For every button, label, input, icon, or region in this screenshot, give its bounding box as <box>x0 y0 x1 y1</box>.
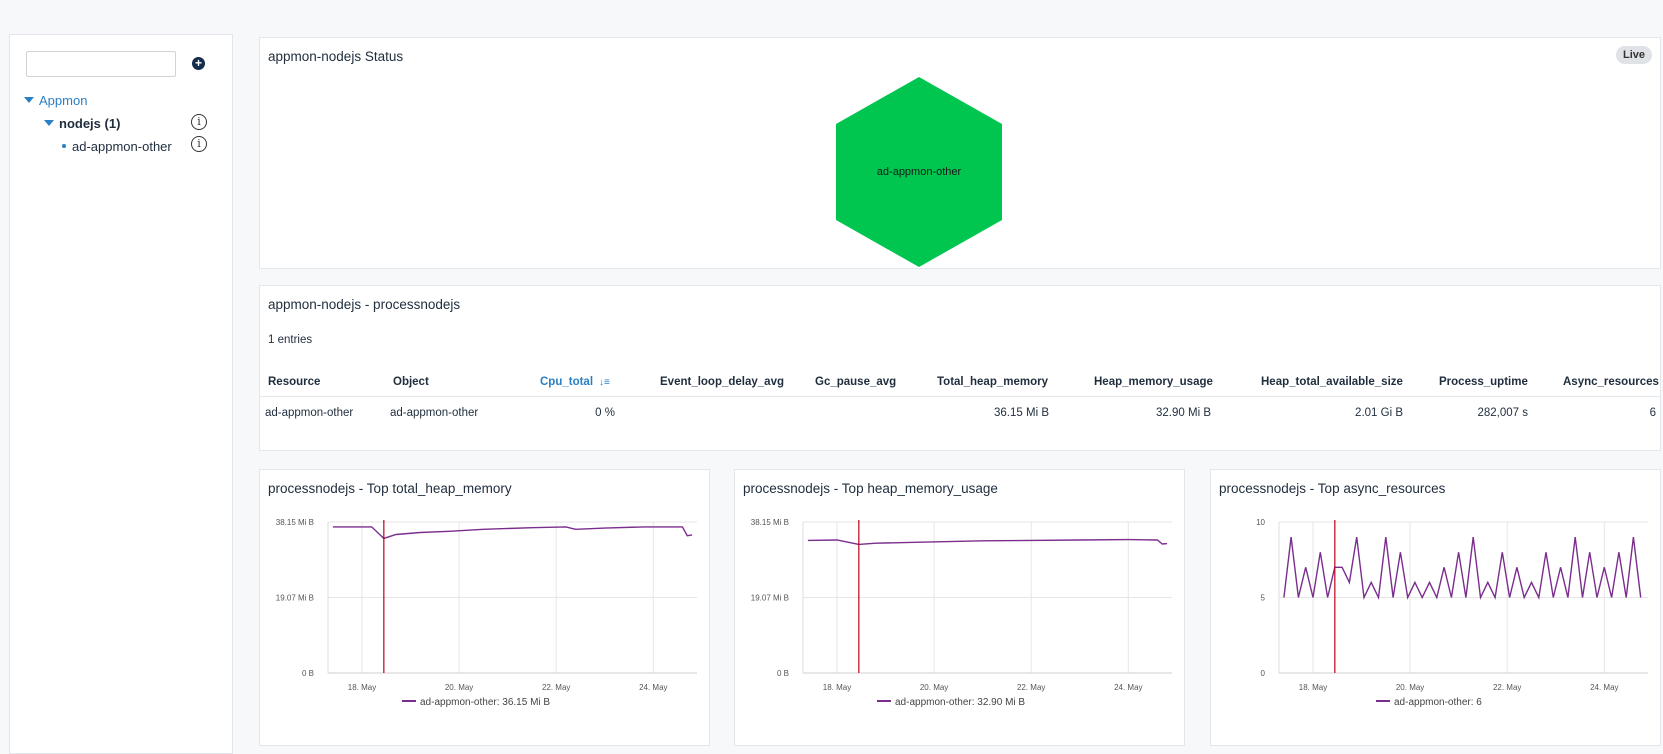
tree-item-label: nodejs (1) <box>59 116 121 131</box>
chart-title: processnodejs - Top total_heap_memory <box>268 481 512 496</box>
hexagon-label: ad-appmon-other <box>877 166 962 178</box>
chart-async-resources[interactable]: 10 5 0 18. May 20. May 22. May 24. May <box>1211 470 1662 747</box>
chart-panel-heap-memory-usage: processnodejs - Top heap_memory_usage 38… <box>734 469 1185 746</box>
column-header-gc-pause-avg[interactable]: Gc_pause_avg <box>815 376 897 388</box>
status-hexagon[interactable]: ad-appmon-other <box>836 77 1002 267</box>
table-cell-process-uptime: 282,007 s <box>1477 407 1528 419</box>
add-icon[interactable]: + <box>192 57 205 70</box>
table-cell-cpu-total: 0 % <box>595 407 615 419</box>
status-panel: appmon-nodejs Status Live ad-appmon-othe… <box>259 37 1661 269</box>
search-input[interactable] <box>26 51 176 77</box>
legend-swatch <box>402 700 416 702</box>
y-tick-label: 0 B <box>777 669 789 678</box>
column-header-event-loop-delay-avg[interactable]: Event_loop_delay_avg <box>660 376 784 388</box>
info-icon[interactable]: i <box>191 114 207 130</box>
x-tick-label: 18. May <box>348 683 376 692</box>
bullet-icon <box>62 144 66 148</box>
series-line[interactable] <box>1283 536 1642 600</box>
x-tick-label: 22. May <box>1017 683 1045 692</box>
chart-title: processnodejs - Top heap_memory_usage <box>743 481 998 496</box>
y-tick-label: 38.15 Mi B <box>276 518 314 527</box>
column-header-heap-total-available-size[interactable]: Heap_total_available_size <box>1261 376 1403 388</box>
y-tick-label: 38.15 Mi B <box>751 518 789 527</box>
legend-swatch <box>877 700 891 702</box>
series-line[interactable] <box>332 526 693 540</box>
live-badge[interactable]: Live <box>1615 46 1652 64</box>
x-tick-label: 24. May <box>1114 683 1142 692</box>
table-cell-resource[interactable]: ad-appmon-other <box>265 407 354 419</box>
x-tick-label: 20. May <box>445 683 473 692</box>
y-tick-label: 10 <box>1256 518 1265 527</box>
column-header-async-resources[interactable]: Async_resources <box>1563 376 1659 388</box>
chart-legend[interactable]: ad-appmon-other: 32.90 Mi B <box>877 697 1025 708</box>
y-tick-label: 19.07 Mi B <box>751 594 789 603</box>
x-tick-label: 20. May <box>920 683 948 692</box>
y-tick-label: 5 <box>1261 594 1266 603</box>
info-icon[interactable]: i <box>191 136 207 152</box>
x-tick-label: 18. May <box>823 683 851 692</box>
table-cell-heap-total-available-size: 2.01 Gi B <box>1355 407 1403 419</box>
column-header-cpu-total[interactable]: Cpu_total ↓≡ <box>540 376 610 388</box>
column-header-resource[interactable]: Resource <box>268 376 321 388</box>
tree-item-appmon[interactable]: Appmon <box>24 93 87 108</box>
table-cell-async-resources: 6 <box>1649 407 1656 419</box>
table-cell-heap-memory-usage: 32.90 Mi B <box>1156 407 1211 419</box>
table-cell-object[interactable]: ad-appmon-other <box>390 407 479 419</box>
column-header-label: Cpu_total <box>540 376 594 388</box>
chart-legend[interactable]: ad-appmon-other: 6 <box>1376 697 1482 708</box>
y-tick-label: 0 B <box>302 669 314 678</box>
legend-label: ad-appmon-other: 32.90 Mi B <box>895 697 1026 708</box>
x-tick-label: 24. May <box>639 683 667 692</box>
sort-desc-icon[interactable]: ↓≡ <box>599 377 610 388</box>
legend-swatch <box>1376 700 1390 702</box>
tree-item-label: ad-appmon-other <box>72 139 172 154</box>
x-tick-label: 24. May <box>1590 683 1618 692</box>
chart-title: processnodejs - Top async_resources <box>1219 481 1446 496</box>
tree-item-label: Appmon <box>39 93 88 108</box>
x-tick-label: 18. May <box>1299 683 1327 692</box>
sidebar: + Appmon nodejs (1) i ad-appmon-other i <box>9 34 233 754</box>
entries-count: 1 entries <box>268 334 313 346</box>
column-header-heap-memory-usage[interactable]: Heap_memory_usage <box>1094 376 1213 388</box>
table-panel: appmon-nodejs - processnodejs 1 entries … <box>259 285 1661 451</box>
x-tick-label: 22. May <box>1493 683 1521 692</box>
column-header-object[interactable]: Object <box>393 376 429 388</box>
x-tick-label: 22. May <box>542 683 570 692</box>
legend-label: ad-appmon-other: 6 <box>1394 697 1482 708</box>
column-header-process-uptime[interactable]: Process_uptime <box>1439 376 1528 388</box>
table-divider <box>260 396 1660 397</box>
chart-panel-async-resources: processnodejs - Top async_resources 10 5 0… <box>1210 469 1661 746</box>
caret-down-icon <box>44 120 54 126</box>
chart-total-heap-memory[interactable]: 38.15 Mi B 19.07 Mi B 0 B 18. May 20. May 22.… <box>260 470 711 747</box>
y-tick-label: 0 <box>1261 669 1266 678</box>
caret-down-icon <box>24 97 34 103</box>
y-tick-label: 19.07 Mi B <box>276 594 314 603</box>
tree-item-ad-appmon-other[interactable]: ad-appmon-other <box>62 139 172 154</box>
series-line[interactable] <box>807 538 1168 546</box>
chart-legend[interactable]: ad-appmon-other: 36.15 Mi B <box>402 697 550 708</box>
status-panel-title: appmon-nodejs Status <box>268 49 404 64</box>
table-panel-title: appmon-nodejs - processnodejs <box>268 297 461 312</box>
x-tick-label: 20. May <box>1396 683 1424 692</box>
chart-heap-memory-usage[interactable]: 38.15 Mi B 19.07 Mi B 0 B 18. May 20. May 22.… <box>735 470 1186 747</box>
chart-panel-total-heap-memory: processnodejs - Top total_heap_memory 38… <box>259 469 710 746</box>
table-cell-total-heap-memory: 36.15 Mi B <box>994 407 1049 419</box>
legend-label: ad-appmon-other: 36.15 Mi B <box>420 697 551 708</box>
column-header-total-heap-memory[interactable]: Total_heap_memory <box>937 376 1048 388</box>
tree-item-nodejs[interactable]: nodejs (1) <box>44 116 120 131</box>
